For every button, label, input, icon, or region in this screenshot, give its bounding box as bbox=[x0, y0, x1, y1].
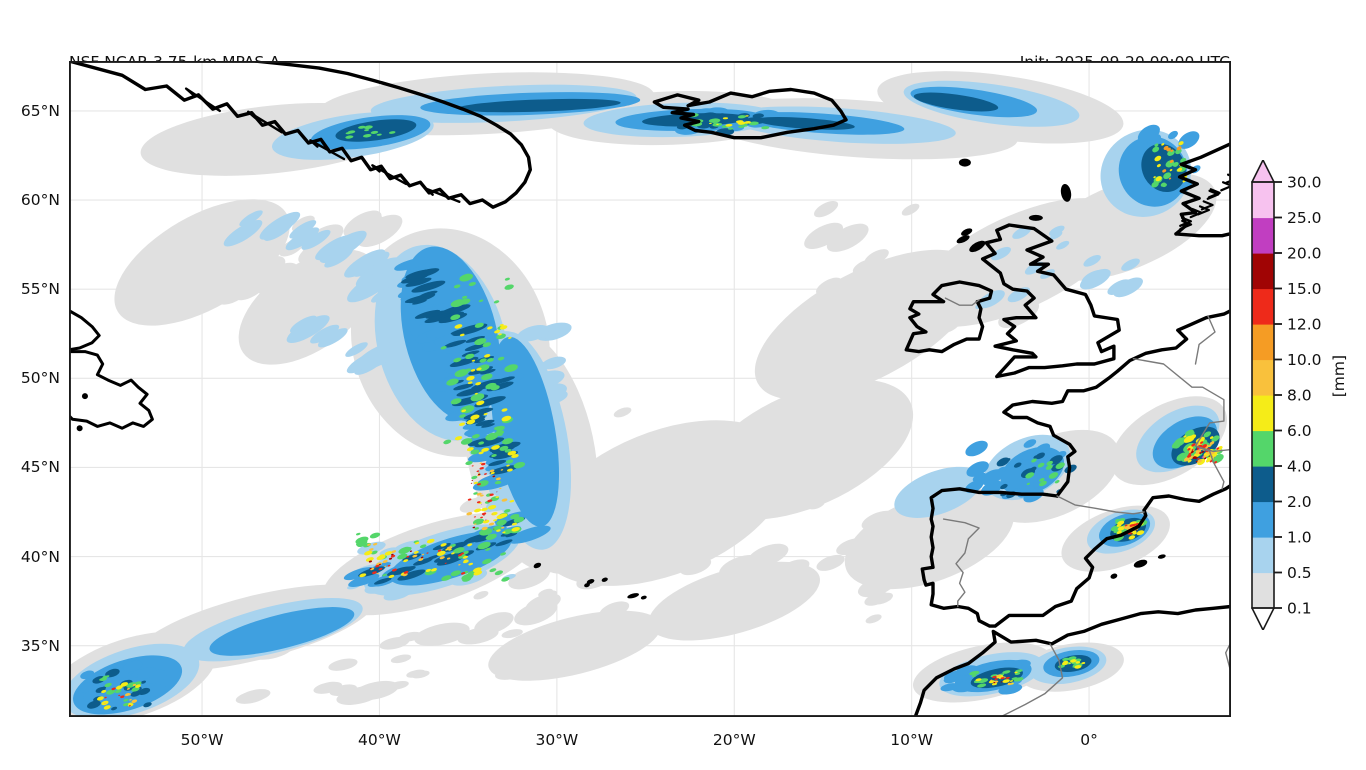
x-tick-20°W: 20°W bbox=[712, 731, 756, 749]
y-tick-35°N: 35°N bbox=[20, 636, 60, 655]
map-plot-area bbox=[69, 61, 1231, 717]
x-tick-0°: 0° bbox=[1080, 731, 1098, 749]
x-tick-10°W: 10°W bbox=[890, 731, 934, 749]
colorbar-unit-label: [mm] bbox=[1330, 355, 1348, 398]
colorbar-tick-4.0: 4.0 bbox=[1287, 458, 1312, 476]
y-tick-40°N: 40°N bbox=[20, 547, 60, 566]
y-tick-45°N: 45°N bbox=[20, 458, 60, 477]
colorbar-svg: 0.1 0.5 1.0 2.0 4.0 6.0 8.0 10.0 12.0 15.0 20.0 25.… bbox=[1251, 160, 1322, 630]
y-tick-65°N: 65°N bbox=[20, 101, 60, 120]
x-tick-30°W: 30°W bbox=[535, 731, 579, 749]
precipitation-map bbox=[69, 61, 1231, 717]
country-borders bbox=[942, 297, 1231, 717]
colorbar-tick-15.0: 15.0 bbox=[1287, 280, 1322, 298]
colorbar: 0.1 0.5 1.0 2.0 4.0 6.0 8.0 10.0 12.0 15.0 20.0 25.… bbox=[1240, 160, 1366, 630]
colorbar-tick-20.0: 20.0 bbox=[1287, 245, 1322, 263]
colorbar-tick-30.0: 30.0 bbox=[1287, 174, 1322, 192]
coastlines bbox=[69, 61, 1231, 717]
colorbar-tick-0.1: 0.1 bbox=[1287, 600, 1312, 618]
colorbar-tick-2.0: 2.0 bbox=[1287, 493, 1312, 511]
colorbar-tick-10.0: 10.0 bbox=[1287, 351, 1322, 369]
y-tick-50°N: 50°N bbox=[20, 369, 60, 388]
colorbar-tick-8.0: 8.0 bbox=[1287, 387, 1312, 405]
colorbar-tick-25.0: 25.0 bbox=[1287, 209, 1322, 227]
x-tick-40°W: 40°W bbox=[358, 731, 401, 749]
colorbar-tick-6.0: 6.0 bbox=[1287, 422, 1312, 440]
x-tick-50°W: 50°W bbox=[180, 731, 224, 749]
colorbar-tick-12.0: 12.0 bbox=[1287, 316, 1322, 334]
colorbar-tick-1.0: 1.0 bbox=[1287, 529, 1312, 547]
y-tick-60°N: 60°N bbox=[20, 191, 60, 210]
colorbar-tick-0.5: 0.5 bbox=[1287, 564, 1312, 582]
y-tick-55°N: 55°N bbox=[20, 280, 60, 299]
